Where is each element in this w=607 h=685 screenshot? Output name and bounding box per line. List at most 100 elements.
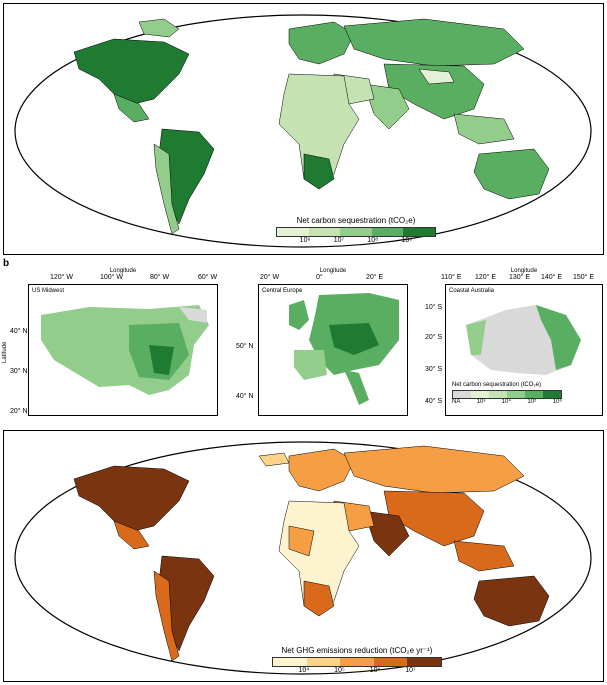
x-tick: 120° E [475,274,497,281]
legend-tick: 10⁶ [369,667,381,674]
legend-swatch [308,228,341,236]
x-tick: 120° W [50,274,74,281]
y-tick: 50° N [236,343,254,350]
panel-a-legend-colorbar [276,227,436,237]
legend-swatch [407,658,441,666]
legend-tick: 10⁸ [367,237,379,244]
x-tick: 150° E [573,274,595,281]
legend-tick: 10⁵ [527,399,537,405]
legend-swatch [453,391,471,398]
us-map-svg [41,305,209,395]
legend-swatch [340,658,374,666]
legend-tick: 10⁶ [299,237,311,244]
region-southern-africa [303,580,335,617]
legend-swatch [489,391,507,398]
region-australia [473,575,550,627]
legend-tick: 10⁴ [501,399,511,405]
legend-swatch [543,391,561,398]
legend-tick: NA [452,399,461,405]
legend-tick: 10⁶ [552,399,562,405]
region-andes [153,570,180,662]
x-tick: 130° E [509,274,531,281]
us-map-frame: US Midwest [28,284,218,416]
legend-swatch [471,391,489,398]
x-axis-ticks: 20° W 0° 20° E [258,274,408,284]
x-tick: 100° W [100,274,124,281]
panel-b-map-europe: Longitude 20° W 0° 20° E Central Europe … [236,268,408,416]
panel-b-legend-title: Net carbon sequestration (tCO₂e) [452,382,542,388]
x-axis-title: Longitude [109,268,137,274]
y-axis-title: Latitude [2,341,8,363]
europe-map-title: Central Europe [262,288,303,294]
region-mongolia [418,68,455,85]
panel-c-legend-title: Net GHG emissions reduction (tCO₂e yr⁻¹) [281,646,433,655]
panel-c-frame: Net GHG emissions reduction (tCO₂e yr⁻¹)… [3,430,604,682]
australia-map-svg [466,305,581,375]
x-tick: 20° E [366,274,384,281]
y-tick: 20° N [10,408,28,415]
x-tick: 110° E [441,274,462,281]
x-axis-ticks: 110° E 120° E 130° E 140° E 150° E [441,274,603,284]
panel-b-map-australia: Longitude 110° E 120° E 130° E 140° E 15… [425,268,603,416]
legend-swatch [340,228,372,236]
legend-swatch [403,228,435,236]
panel-b-legend: Net carbon sequestration (tCO₂e) NA 10³ 10… [452,382,562,405]
y-tick: 40° N [10,328,28,335]
region-mexico [113,520,150,550]
italy-region [344,370,369,405]
us-southeast-region [149,345,174,375]
legend-swatch [371,228,404,236]
panel-b-legend-ticks: NA 10³ 10⁴ 10⁵ 10⁶ [452,399,562,405]
x-axis-ticks: 120° W 100° W 80° W 60° W [28,274,218,284]
panel-b-label: b [3,258,10,269]
y-tick: 40° N [236,393,254,400]
y-tick: 10° S [425,304,443,311]
legend-tick: 10⁵ [334,667,345,674]
x-tick: 60° W [198,274,218,281]
region-russia [343,445,525,494]
australia-map-frame: Coastal Australia Net carbon sequestrati… [445,284,603,416]
region-mexico [113,93,150,123]
y-tick: 40° S [425,398,443,405]
panel-b-map-us: Longitude 120° W 100° W 80° W 60° W US M… [2,268,218,416]
region-india [363,510,410,557]
region-europe [288,21,355,65]
panel-a-legend-ticks: 10⁶ 10⁷ 10⁸ 10⁹ [276,237,436,244]
panel-a-legend: Net carbon sequestration (tCO₂e) 10⁶ 10⁷ 1… [276,216,436,244]
legend-swatch [277,228,309,236]
y-tick: 30° N [10,368,28,375]
region-andes [153,143,180,235]
x-axis-title: Longitude [510,268,538,274]
legend-swatch [306,658,341,666]
us-map-title: US Midwest [32,288,65,294]
region-southeast-asia [453,540,515,572]
legend-tick: 10⁷ [333,237,345,244]
region-north-america [73,465,190,532]
legend-tick: 10⁹ [401,237,413,244]
region-greenland-canada-north [138,18,180,38]
australia-east-coast [536,305,581,370]
legend-swatch [507,391,525,398]
panel-c-legend-colorbar [272,657,442,667]
legend-swatch [373,658,408,666]
x-tick: 80° W [150,274,170,281]
region-south-asia [363,83,410,130]
panel-a-world-map [14,14,592,248]
australia-west-coast [466,320,486,355]
x-tick: 0° [316,274,323,281]
legend-tick: 10⁷ [405,667,416,674]
panel-a-frame: Net carbon sequestration (tCO₂e) 10⁶ 10⁷ 1… [3,3,604,255]
region-australia [473,148,550,200]
legend-tick: 10³ [476,399,486,405]
panel-c-legend: Net GHG emissions reduction (tCO₂e yr⁻¹)… [272,646,442,674]
panel-c-world-map [14,441,592,675]
europe-map-frame: Central Europe [258,284,408,416]
europe-dense-region [329,323,379,355]
uk-region [289,300,309,330]
x-tick: 20° W [260,274,280,281]
panel-a-legend-title: Net carbon sequestration (tCO₂e) [296,216,416,225]
legend-tick: 10⁴ [298,667,310,674]
x-axis-title: Longitude [319,268,347,274]
region-north-america [73,38,190,105]
panel-b-legend-colorbar [452,390,562,399]
